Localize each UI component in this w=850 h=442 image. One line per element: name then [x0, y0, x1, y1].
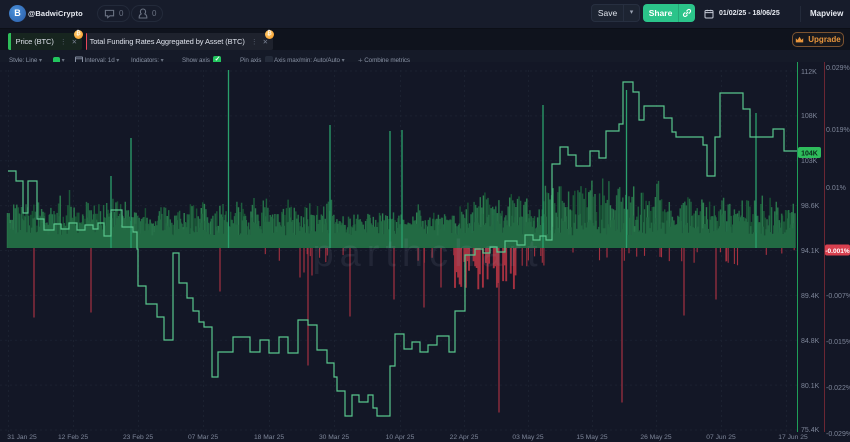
- svg-text:0.029%: 0.029%: [826, 65, 850, 72]
- svg-text:12 Feb 25: 12 Feb 25: [58, 434, 88, 441]
- svg-text:98.6K: 98.6K: [801, 203, 820, 210]
- svg-text:0.01%: 0.01%: [826, 185, 846, 192]
- svg-text:-0.015%: -0.015%: [826, 339, 850, 346]
- svg-text:75.4K: 75.4K: [801, 427, 820, 434]
- svg-text:23 Feb 25: 23 Feb 25: [123, 434, 153, 441]
- svg-text:103K: 103K: [801, 158, 818, 165]
- svg-text:89.4K: 89.4K: [801, 293, 820, 300]
- svg-text:-0.001%: -0.001%: [825, 248, 849, 255]
- svg-text:-0.007%: -0.007%: [826, 293, 850, 300]
- svg-text:94.1K: 94.1K: [801, 248, 820, 255]
- svg-text:104K: 104K: [801, 151, 818, 158]
- svg-text:108K: 108K: [801, 113, 818, 120]
- svg-text:18 Mar 25: 18 Mar 25: [254, 434, 284, 441]
- svg-text:-0.022%: -0.022%: [826, 385, 850, 392]
- svg-text:17 Jun 25: 17 Jun 25: [778, 434, 808, 441]
- svg-text:07 Mar 25: 07 Mar 25: [188, 434, 218, 441]
- svg-text:15 May 25: 15 May 25: [576, 434, 608, 441]
- svg-text:31 Jan 25: 31 Jan 25: [7, 434, 37, 441]
- svg-text:parthchart: parthchart: [312, 233, 543, 275]
- svg-text:112K: 112K: [801, 69, 817, 76]
- svg-text:03 May 25: 03 May 25: [512, 434, 544, 441]
- svg-text:07 Jun 25: 07 Jun 25: [706, 434, 736, 441]
- svg-text:10 Apr 25: 10 Apr 25: [386, 434, 415, 441]
- svg-text:0.019%: 0.019%: [826, 127, 850, 134]
- svg-text:-0.029%: -0.029%: [826, 431, 850, 438]
- svg-text:22 Apr 25: 22 Apr 25: [450, 434, 479, 441]
- svg-text:26 May 25: 26 May 25: [640, 434, 672, 441]
- svg-text:80.1K: 80.1K: [801, 383, 820, 390]
- svg-text:84.8K: 84.8K: [801, 338, 820, 345]
- svg-text:30 Mar 25: 30 Mar 25: [319, 434, 349, 441]
